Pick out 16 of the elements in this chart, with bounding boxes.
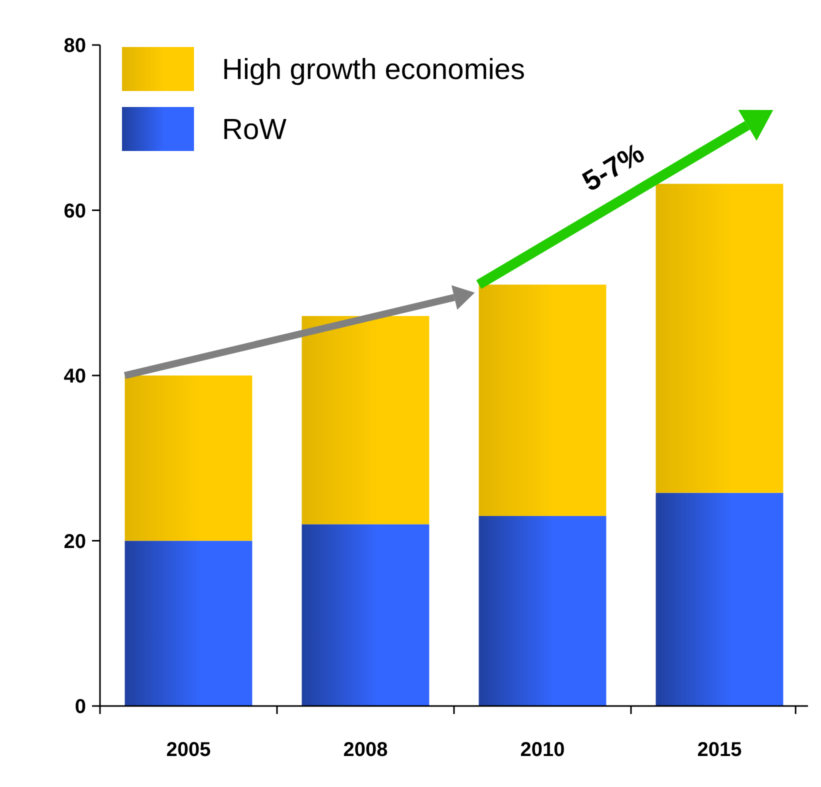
bar [124, 540, 252, 706]
x-tick-label: 2015 [697, 739, 742, 761]
y-tick-label: 80 [64, 35, 86, 57]
x-tick-label: 2010 [520, 739, 565, 761]
bar [302, 524, 430, 706]
y-tick-label: 0 [74, 696, 86, 718]
y-tick-label: 60 [64, 200, 86, 222]
y-tick-label: 40 [64, 366, 86, 388]
bar [478, 516, 606, 706]
bar [656, 492, 784, 706]
legend-label: RoW [222, 114, 288, 146]
annotation: 5-7% [577, 137, 650, 198]
x-tick-label: 2005 [166, 739, 211, 761]
y-tick-label: 20 [64, 530, 86, 553]
legend-label: High growth economies [222, 54, 526, 86]
x-tick-label: 2008 [343, 739, 388, 761]
